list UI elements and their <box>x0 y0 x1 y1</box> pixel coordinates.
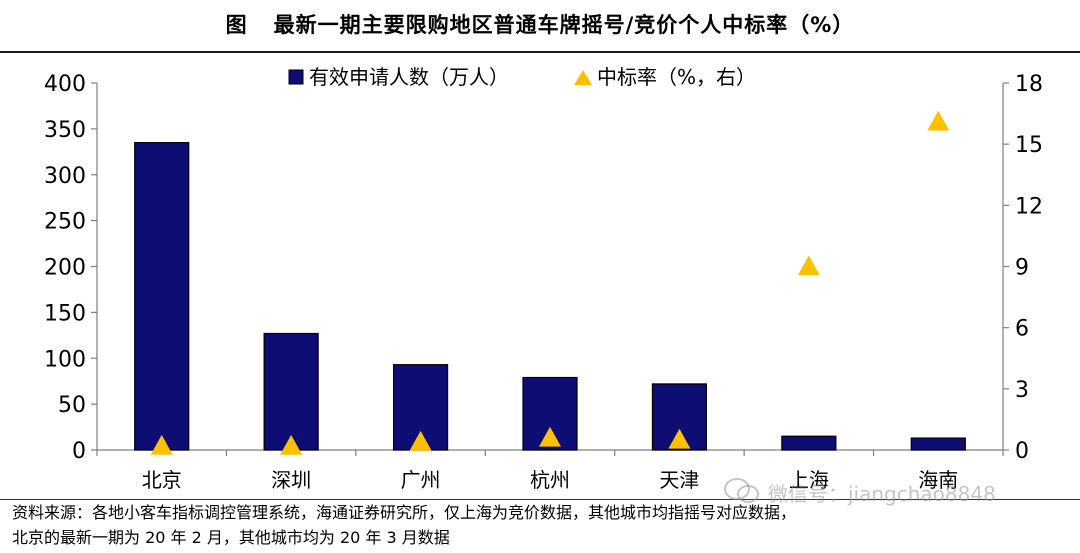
y-right-tick-label: 9 <box>1015 256 1029 281</box>
marker-triangle <box>280 434 303 455</box>
title-divider <box>0 51 1080 53</box>
y-right-tick-label: 0 <box>1015 439 1029 464</box>
marker-triangle <box>409 430 432 451</box>
legend: 有效申请人数（万人） 中标率（%，右） <box>288 65 756 89</box>
marker-triangle <box>668 428 691 449</box>
y-left-tick-label: 100 <box>44 347 86 372</box>
y-left-tick-label: 150 <box>44 301 86 326</box>
y-left-tick-label: 200 <box>44 256 86 281</box>
x-tick-label: 海南 <box>918 468 958 492</box>
x-tick-label: 上海 <box>789 468 829 492</box>
watermark: 微信号：jiangchao8848 <box>768 482 996 506</box>
marker-triangle <box>927 110 950 131</box>
x-tick-label: 深圳 <box>271 468 311 492</box>
legend-label-marker: 中标率（%，右） <box>597 65 756 89</box>
x-tick-label: 天津 <box>659 468 699 492</box>
y-left-tick-label: 250 <box>44 210 86 235</box>
y-right-tick-label: 12 <box>1015 194 1043 219</box>
source-line-1: 资料来源：各地小客车指标调控管理系统，海通证券研究所，仅上海为竞价数据，其他城市… <box>12 503 797 522</box>
bar <box>263 332 319 451</box>
y-left-tick-label: 0 <box>72 439 86 464</box>
source-note: 资料来源：各地小客车指标调控管理系统，海通证券研究所，仅上海为竞价数据，其他城市… <box>12 500 1072 550</box>
y-right-tick-label: 15 <box>1015 133 1043 158</box>
combo-chart: 0 50 100 150 200 250 300 350 400 0 3 6 9 12 15 18 北京 深圳 广州… <box>44 65 1043 492</box>
y-right-tick-label: 3 <box>1015 378 1029 403</box>
bar <box>134 142 190 451</box>
legend-swatch-bar <box>288 69 304 85</box>
source-divider <box>0 499 1080 500</box>
bar <box>910 437 966 451</box>
y-right-tick-label: 18 <box>1015 72 1043 97</box>
bars <box>134 142 966 451</box>
title-text: 最新一期主要限购地区普通车牌摇号/竞价个人中标率（%） <box>273 13 855 37</box>
marker-triangle <box>150 434 173 455</box>
y-left-tick-label: 300 <box>44 164 86 189</box>
x-tick-label: 广州 <box>401 468 441 492</box>
x-tick-label: 北京 <box>142 468 182 492</box>
y-left-tick-label: 400 <box>44 72 86 97</box>
y-left-tick-label: 350 <box>44 118 86 143</box>
figure-number: 图 <box>225 13 248 37</box>
legend-label-bar: 有效申请人数（万人） <box>309 65 509 89</box>
x-tick-label: 杭州 <box>530 468 570 492</box>
wechat-icon <box>724 478 759 503</box>
marker-triangle <box>539 426 561 447</box>
legend-swatch-marker <box>574 70 592 85</box>
y-left-tick-label: 50 <box>58 393 86 418</box>
chart-title: 图 最新一期主要限购地区普通车牌摇号/竞价个人中标率（%） <box>0 0 1080 50</box>
source-line-2: 北京的最新一期为 20 年 2 月，其他城市均为 20 年 3 月数据 <box>12 528 450 547</box>
marker-triangle <box>797 255 820 276</box>
y-right-tick-label: 6 <box>1015 317 1029 342</box>
bar <box>781 435 837 451</box>
axes: 0 50 100 150 200 250 300 350 400 0 3 6 9 12 15 18 北京 深圳 广州… <box>44 72 1043 492</box>
markers <box>150 110 950 455</box>
